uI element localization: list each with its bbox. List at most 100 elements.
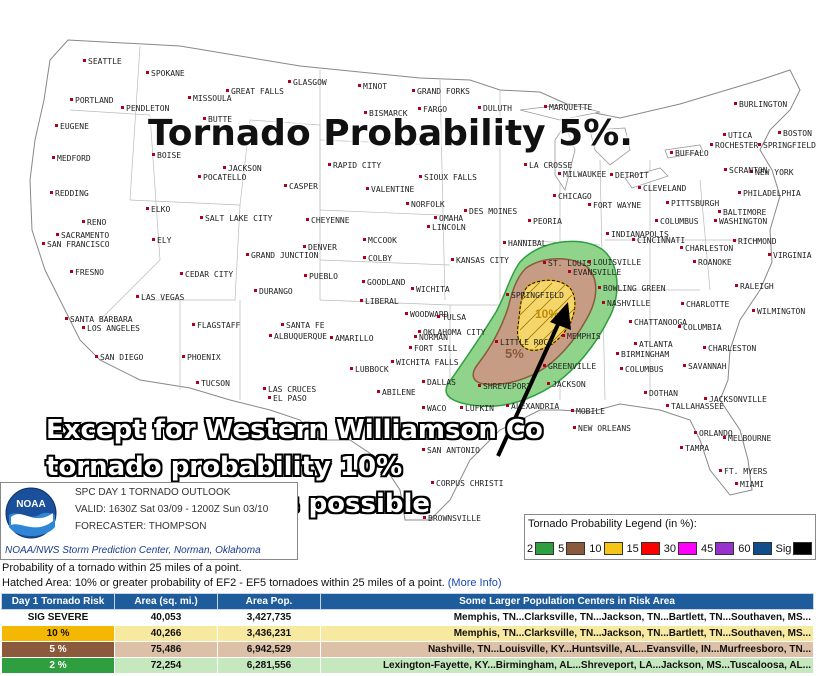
city-marker: CEDAR CITY bbox=[180, 270, 233, 279]
city-label: POCATELLO bbox=[203, 173, 247, 182]
city-marker: BALTIMORE bbox=[718, 208, 767, 217]
city-label: CHATTANOOGA bbox=[634, 318, 687, 327]
city-label: ATLANTA bbox=[639, 340, 673, 349]
city-dot bbox=[632, 238, 635, 241]
city-marker: DULUTH bbox=[478, 104, 512, 113]
city-dot bbox=[70, 98, 73, 101]
city-marker: SAN DIEGO bbox=[95, 353, 144, 362]
city-label: CINCINNATI bbox=[637, 236, 685, 245]
city-marker: MIAMI bbox=[735, 480, 764, 489]
city-dot bbox=[303, 245, 306, 248]
legend-item-30: 30 bbox=[664, 542, 699, 555]
city-dot bbox=[714, 219, 717, 222]
legend-item-45: 45 bbox=[701, 542, 736, 555]
risk-table-row: 5 % 75,486 6,942,529 Nashville, TN...Louisv… bbox=[1, 641, 814, 658]
city-label: SANTA FE bbox=[286, 321, 325, 330]
city-dot bbox=[95, 355, 98, 358]
city-label: FORT SILL bbox=[414, 344, 458, 353]
city-marker: EL PASO bbox=[268, 394, 307, 403]
city-marker: BUTTE bbox=[203, 115, 232, 124]
city-label: OKLAHOMA CITY bbox=[423, 328, 486, 337]
city-dot bbox=[681, 302, 684, 305]
city-label: FRESNO bbox=[75, 268, 104, 277]
city-dot bbox=[196, 381, 199, 384]
city-marker: WOODWARD bbox=[405, 310, 449, 319]
more-info-link[interactable]: (More Info) bbox=[447, 577, 502, 589]
city-marker: VALENTINE bbox=[366, 185, 415, 194]
city-marker: CLEVELAND bbox=[638, 184, 687, 193]
city-dot bbox=[544, 105, 547, 108]
city-dot bbox=[180, 272, 183, 275]
city-dot bbox=[723, 436, 726, 439]
city-marker: FRESNO bbox=[70, 268, 104, 277]
city-marker: DETROIT bbox=[610, 171, 649, 180]
city-dot bbox=[188, 96, 191, 99]
city-dot bbox=[146, 207, 149, 210]
city-dot bbox=[655, 219, 658, 222]
city-dot bbox=[620, 367, 623, 370]
city-label: MCCOOK bbox=[368, 236, 397, 245]
city-dot bbox=[768, 253, 771, 256]
city-label: PENDLETON bbox=[126, 104, 170, 113]
city-label: CHARLESTON bbox=[708, 344, 756, 353]
city-label: SANTA BARBARA bbox=[70, 315, 133, 324]
city-label: TULSA bbox=[442, 313, 466, 322]
city-marker: PHOENIX bbox=[182, 353, 221, 362]
city-dot bbox=[710, 143, 713, 146]
city-dot bbox=[451, 258, 454, 261]
header-line-3: FORECASTER: THOMPSON bbox=[75, 521, 207, 532]
city-marker: ELY bbox=[152, 236, 172, 245]
city-dot bbox=[610, 173, 613, 176]
city-marker: EUGENE bbox=[55, 122, 89, 131]
city-dot bbox=[718, 210, 721, 213]
city-label: WICHITA FALLS bbox=[396, 358, 459, 367]
col-risk: Day 1 Tornado Risk bbox=[1, 593, 115, 610]
city-marker: PHILADELPHIA bbox=[738, 189, 801, 198]
city-marker: MARQUETTE bbox=[544, 103, 593, 112]
city-label: BOWLING GREEN bbox=[603, 284, 666, 293]
city-marker: SPRINGFIELD bbox=[506, 291, 564, 300]
city-label: COLBY bbox=[368, 254, 392, 263]
city-label: LITTLE ROCK bbox=[500, 338, 553, 347]
city-dot bbox=[263, 387, 266, 390]
legend-item-sig: Sig bbox=[776, 542, 815, 555]
city-label: BROWNSVILLE bbox=[428, 514, 481, 523]
city-dot bbox=[419, 175, 422, 178]
city-label: BOISE bbox=[157, 151, 181, 160]
city-label: ALEXANDRIA bbox=[511, 402, 559, 411]
risk-table-header-row: Day 1 Tornado Risk Area (sq. mi.) Area P… bbox=[1, 593, 814, 610]
city-dot bbox=[606, 232, 609, 235]
legend-item-2: 2 bbox=[527, 542, 556, 555]
description-line-1: Probability of a tornado within 25 miles… bbox=[2, 562, 242, 574]
city-label: MELBOURNE bbox=[728, 434, 772, 443]
city-label: NORFOLK bbox=[411, 200, 445, 209]
description-line-2: Hatched Area: 10% or greater probability… bbox=[2, 577, 502, 589]
city-label: WOODWARD bbox=[410, 310, 449, 319]
city-marker: LUBBOCK bbox=[350, 365, 389, 374]
city-dot bbox=[360, 299, 363, 302]
centers-cell: Lexington-Fayette, KY...Birmingham, AL..… bbox=[320, 657, 814, 674]
city-label: EVANSVILLE bbox=[573, 268, 621, 277]
city-label: CHEYENNE bbox=[311, 216, 350, 225]
city-marker: RENO bbox=[82, 218, 106, 227]
city-label: ROCHESTER bbox=[715, 141, 759, 150]
city-dot bbox=[121, 106, 124, 109]
city-label: DES MOINES bbox=[469, 207, 517, 216]
city-dot bbox=[723, 133, 726, 136]
city-dot bbox=[568, 270, 571, 273]
city-dot bbox=[136, 295, 139, 298]
city-label: FORT WAYNE bbox=[593, 201, 641, 210]
city-label: EUGENE bbox=[60, 122, 89, 131]
city-dot bbox=[203, 117, 206, 120]
city-marker: LOS ANGELES bbox=[82, 324, 140, 333]
city-marker: UTICA bbox=[723, 131, 752, 140]
city-dot bbox=[330, 336, 333, 339]
city-dot bbox=[358, 84, 361, 87]
city-marker: FORT WAYNE bbox=[588, 201, 641, 210]
city-marker: ORLANDO bbox=[694, 429, 733, 438]
city-marker: WACO bbox=[422, 404, 446, 413]
legend-item-label: 30 bbox=[663, 542, 676, 555]
city-dot bbox=[284, 184, 287, 187]
city-dot bbox=[434, 216, 437, 219]
city-marker: COLUMBUS bbox=[655, 217, 699, 226]
